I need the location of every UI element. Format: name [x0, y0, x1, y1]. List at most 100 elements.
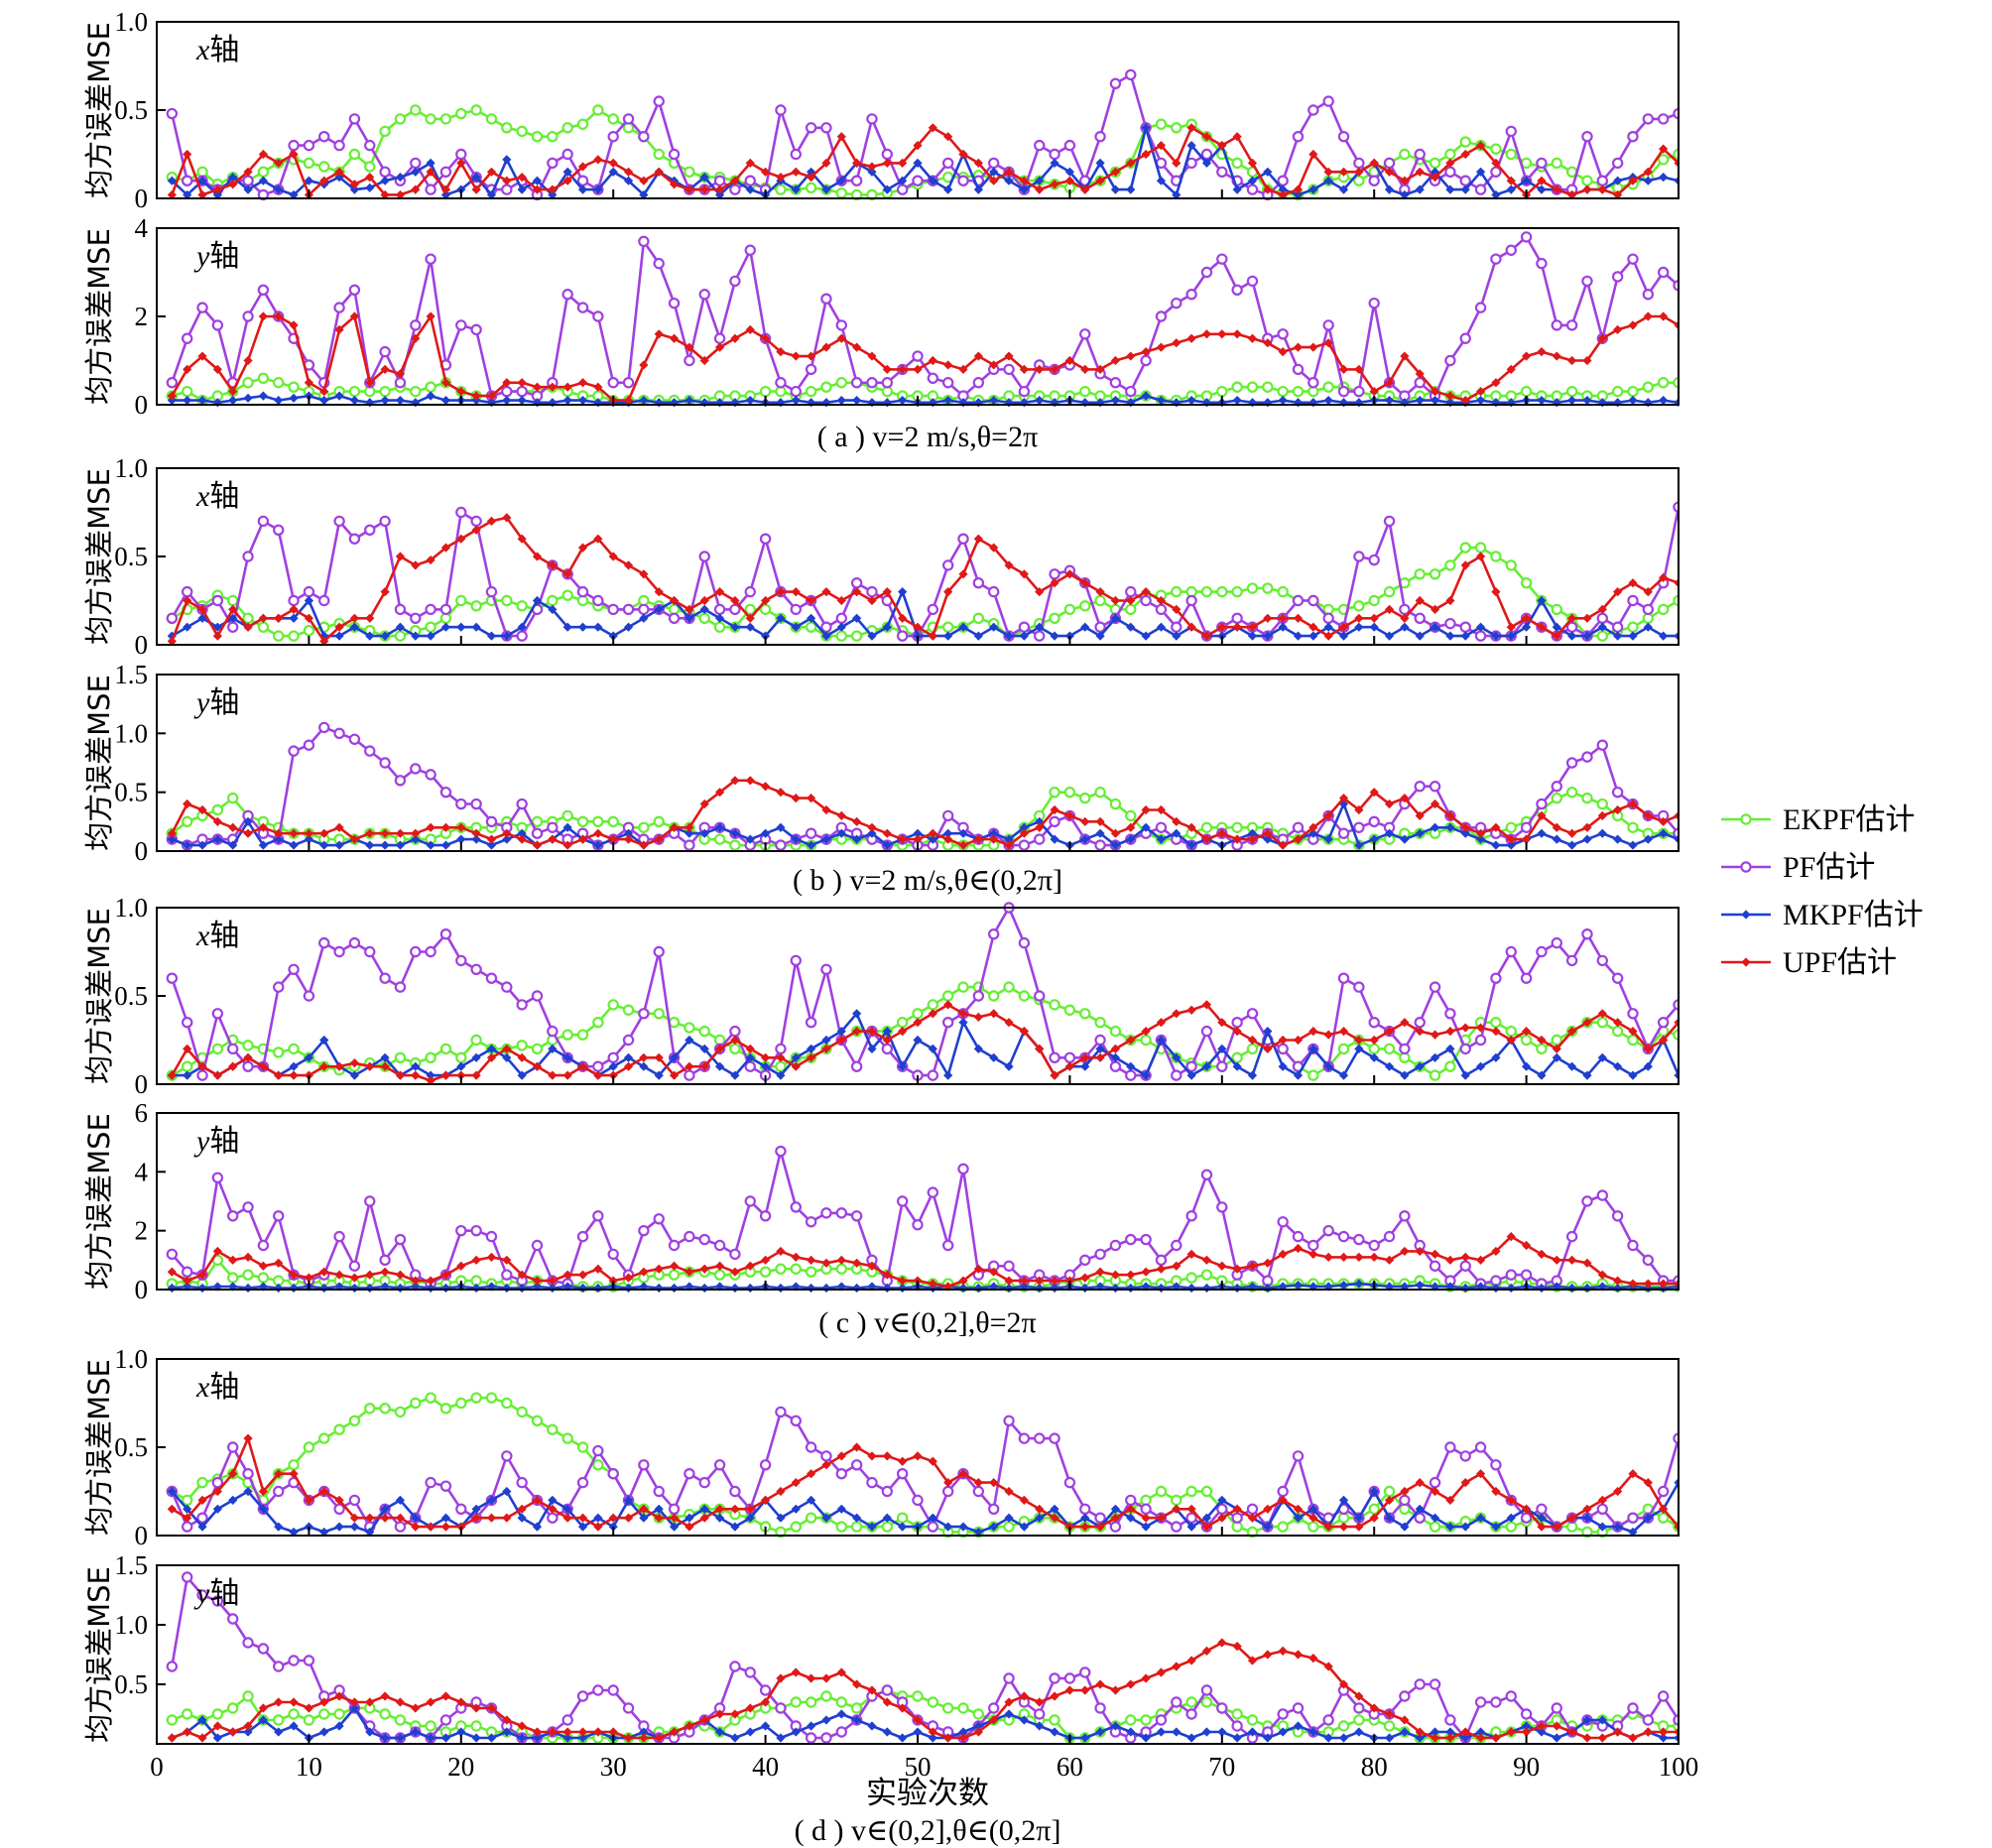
point-upf-89 — [1506, 364, 1516, 374]
point-upf-93 — [1567, 1727, 1577, 1737]
point-mkpf-47 — [867, 828, 877, 838]
point-ekpf-4 — [211, 1043, 224, 1055]
point-pf-94 — [1581, 751, 1593, 763]
point-pf-51 — [927, 603, 939, 616]
point-mkpf-64 — [1126, 834, 1136, 844]
point-upf-76 — [1308, 822, 1318, 832]
point-upf-27 — [562, 569, 572, 579]
point-mkpf-75 — [1293, 631, 1304, 641]
point-mkpf-23 — [502, 395, 512, 406]
point-pf-91 — [1536, 1503, 1548, 1516]
point-mkpf-51 — [928, 1513, 937, 1523]
point-mkpf-73 — [1263, 167, 1273, 177]
point-ekpf-2 — [181, 385, 193, 398]
point-upf-77 — [1323, 1662, 1333, 1671]
point-pf-89 — [1505, 1269, 1517, 1281]
point-pf-47 — [866, 585, 878, 598]
point-upf-56 — [1004, 1486, 1014, 1497]
point-upf-79 — [1354, 613, 1364, 623]
point-pf-4 — [211, 1595, 224, 1607]
point-mkpf-72 — [1247, 828, 1258, 838]
point-mkpf-69 — [1201, 1513, 1212, 1523]
point-upf-87 — [1475, 141, 1486, 151]
point-upf-3 — [197, 1061, 207, 1071]
point-upf-54 — [973, 351, 983, 361]
point-upf-78 — [1338, 167, 1349, 177]
point-upf-53 — [958, 1733, 968, 1743]
point-ekpf-84 — [1429, 1521, 1441, 1533]
point-mkpf-98 — [1643, 622, 1653, 632]
point-upf-13 — [349, 1513, 360, 1523]
point-upf-96 — [1613, 1276, 1623, 1286]
point-mkpf-50 — [913, 158, 923, 168]
point-mkpf-71 — [1232, 395, 1242, 406]
point-ekpf-53 — [957, 981, 969, 993]
point-ekpf-28 — [576, 815, 589, 828]
point-pf-14 — [364, 139, 376, 152]
point-mkpf-24 — [517, 185, 527, 194]
point-pf-64 — [1125, 1494, 1137, 1507]
point-ekpf-14 — [364, 161, 376, 173]
point-pf-16 — [394, 981, 407, 993]
point-ekpf-24 — [516, 1406, 528, 1418]
point-pf-70 — [1216, 1702, 1228, 1714]
point-upf-64 — [1126, 1270, 1136, 1280]
point-upf-99 — [1659, 816, 1669, 826]
point-pf-91 — [1536, 257, 1548, 270]
point-upf-1 — [167, 1733, 177, 1743]
point-upf-38 — [730, 1709, 740, 1719]
point-upf-35 — [685, 1721, 694, 1731]
point-upf-88 — [1491, 822, 1501, 832]
point-upf-21 — [471, 1070, 481, 1080]
point-ekpf-100 — [1673, 1029, 1679, 1041]
point-mkpf-13 — [349, 1522, 360, 1532]
point-upf-50 — [913, 834, 923, 844]
point-pf-99 — [1657, 266, 1670, 279]
point-upf-25 — [532, 552, 543, 561]
point-ekpf-87 — [1474, 542, 1487, 554]
point-mkpf-76 — [1308, 1044, 1318, 1053]
point-upf-65 — [1141, 804, 1151, 815]
point-mkpf-34 — [669, 1283, 680, 1294]
point-upf-38 — [730, 1035, 740, 1046]
point-pf-36 — [698, 551, 710, 562]
point-upf-59 — [1050, 1070, 1059, 1080]
point-upf-85 — [1445, 158, 1455, 168]
point-ekpf-18 — [425, 621, 436, 633]
point-pf-2 — [181, 1571, 193, 1583]
point-upf-85 — [1445, 1255, 1455, 1265]
point-upf-82 — [1400, 794, 1410, 803]
point-upf-74 — [1278, 1035, 1288, 1046]
axis-tag-a-x: x轴 — [195, 33, 239, 67]
point-upf-31 — [623, 395, 634, 406]
point-mkpf-19 — [440, 189, 451, 200]
point-pf-97 — [1627, 1008, 1639, 1020]
point-pf-29 — [592, 594, 604, 607]
point-ekpf-11 — [318, 1432, 330, 1444]
point-pf-53 — [957, 533, 969, 545]
point-pf-63 — [1109, 1060, 1122, 1072]
point-mkpf-91 — [1537, 1727, 1547, 1737]
point-ekpf-16 — [394, 1714, 407, 1726]
point-pf-98 — [1642, 603, 1655, 616]
point-ekpf-99 — [1657, 377, 1670, 389]
point-pf-38 — [729, 1485, 741, 1498]
point-ekpf-55 — [988, 990, 1000, 1002]
point-ekpf-26 — [547, 1423, 559, 1435]
point-upf-75 — [1293, 342, 1304, 352]
point-upf-44 — [821, 158, 831, 168]
point-upf-44 — [821, 342, 831, 352]
point-pf-32 — [638, 1008, 650, 1020]
point-ekpf-86 — [1459, 542, 1471, 554]
point-mkpf-53 — [958, 398, 968, 408]
point-ekpf-85 — [1444, 1060, 1456, 1072]
point-ekpf-37 — [713, 833, 726, 845]
point-mkpf-35 — [685, 395, 694, 406]
point-ekpf-78 — [1337, 1720, 1350, 1732]
point-pf-96 — [1611, 1210, 1624, 1222]
point-upf-5 — [228, 1727, 238, 1737]
point-pf-57 — [1018, 936, 1031, 949]
point-upf-9 — [289, 604, 299, 614]
point-mkpf-69 — [1201, 1727, 1212, 1737]
